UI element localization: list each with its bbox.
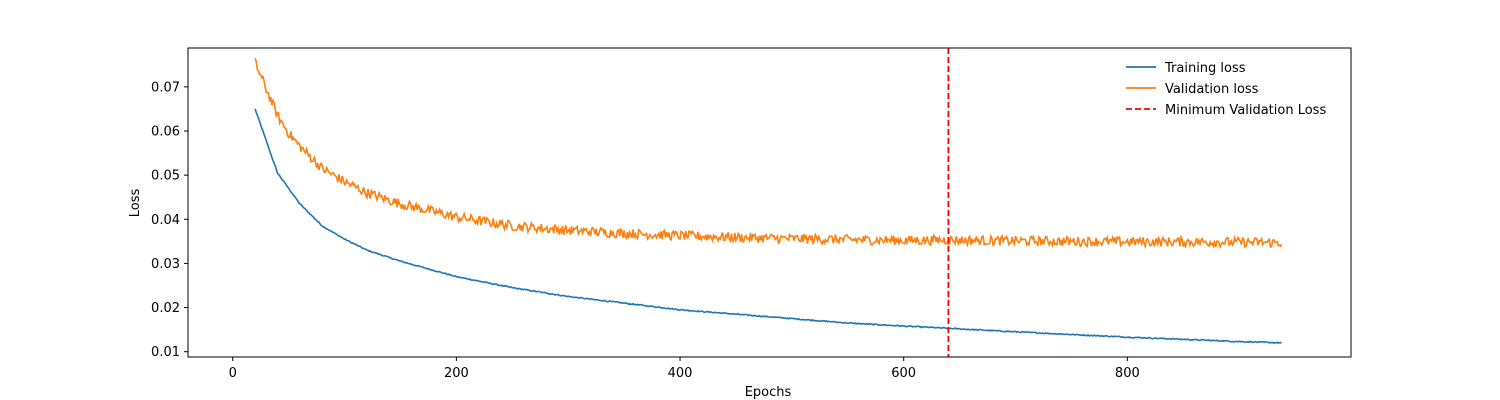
legend-label-min-validation-loss: Minimum Validation Loss [1165,103,1326,118]
series-line-training-loss [254,108,1282,345]
y-tick-label: 0.04 [151,213,180,228]
series-line-validation-loss [254,58,1283,250]
x-tick-label: 0 [229,366,237,381]
x-tick-label: 200 [444,366,469,381]
x-tick-label: 400 [668,366,693,381]
legend: Training loss Validation loss Minimum Vali… [1126,61,1326,118]
legend-label-training-loss: Training loss [1164,61,1246,76]
y-tick-label: 0.06 [151,124,180,139]
x-tick-label: 600 [891,366,916,381]
y-tick-label: 0.07 [151,80,180,95]
y-axis-label: Loss [128,189,143,218]
y-tick-label: 0.02 [151,301,180,316]
plot-frame [187,47,1352,358]
x-axis: 0 200 400 600 800 [229,357,1140,381]
y-tick-label: 0.03 [151,257,180,272]
x-axis-label: Epochs [745,385,792,400]
y-axis: 0.01 0.02 0.03 0.04 0.05 0.06 0.07 [151,80,188,360]
y-tick-label: 0.01 [151,345,180,360]
x-tick-label: 800 [1115,366,1140,381]
y-tick-label: 0.05 [151,169,180,184]
legend-label-validation-loss: Validation loss [1165,82,1259,97]
plot-area [187,47,1352,358]
